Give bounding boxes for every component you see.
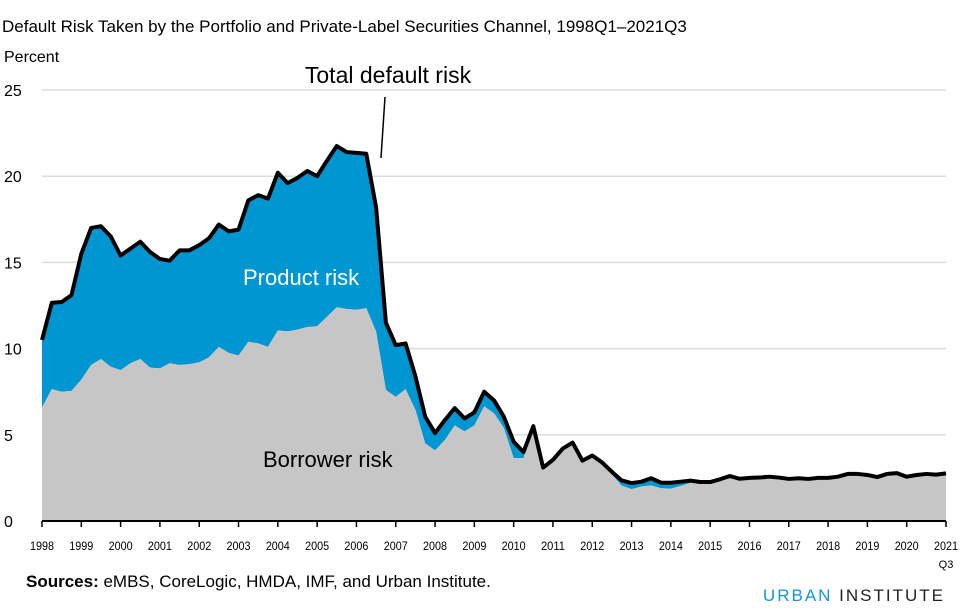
urban-institute-logo: URBAN INSTITUTE <box>763 586 945 606</box>
logo-institute: INSTITUTE <box>832 586 945 605</box>
y-tick-label: 5 <box>4 428 13 445</box>
y-tick-label: 0 <box>4 514 13 531</box>
x-tick-label: 2014 <box>659 539 683 553</box>
sources-label: Sources: <box>26 572 99 591</box>
sources-note: Sources: eMBS, CoreLogic, HMDA, IMF, and… <box>26 572 491 592</box>
x-tick-label: 2021 <box>934 539 958 553</box>
y-tick-label: 10 <box>4 342 22 359</box>
total-default-risk-label: Total default risk <box>305 62 472 88</box>
x-tick-label: 2008 <box>423 539 447 553</box>
x-tick-label: 2011 <box>541 539 565 553</box>
chart-title: Default Risk Taken by the Portfolio and … <box>2 17 687 36</box>
y-tick-label: 20 <box>4 169 22 186</box>
x-tick-sublabel: Q3 <box>939 559 954 571</box>
product-risk-area <box>42 146 946 490</box>
y-tick-label: 15 <box>4 255 22 272</box>
sources-text: eMBS, CoreLogic, HMDA, IMF, and Urban In… <box>98 572 491 591</box>
x-tick-label: 2003 <box>227 539 251 553</box>
logo-urban: URBAN <box>762 586 833 605</box>
x-tick-label: 2004 <box>266 539 290 553</box>
x-tick-label: 1998 <box>30 539 54 553</box>
x-tick-label: 2020 <box>895 539 919 553</box>
x-tick-label: 2005 <box>305 539 329 553</box>
total-default-risk-line <box>40 144 947 486</box>
x-tick-label: 2013 <box>620 539 644 553</box>
x-tick-label: 2010 <box>502 539 526 553</box>
total-label-leader-line <box>380 96 386 159</box>
x-tick-label: 2015 <box>698 539 722 553</box>
x-tick-label: 1999 <box>69 539 93 553</box>
x-tick-label: 2001 <box>148 539 172 553</box>
x-tick-label: 2000 <box>109 539 133 553</box>
x-tick-label: 2016 <box>737 539 761 553</box>
y-axis-label: Percent <box>4 49 60 66</box>
x-tick-label: 2007 <box>384 539 408 553</box>
x-tick-label: 2012 <box>580 539 604 553</box>
x-tick-label: 2017 <box>777 539 801 553</box>
y-tick-label: 25 <box>4 83 22 100</box>
x-tick-label: 2009 <box>462 539 486 553</box>
x-tick-label: 2018 <box>816 539 840 553</box>
borrower-risk-area <box>42 307 946 521</box>
x-tick-label: 2002 <box>187 539 211 553</box>
x-tick-label: 2006 <box>344 539 368 553</box>
x-tick-label: 2019 <box>855 539 879 553</box>
borrower-risk-label: Borrower risk <box>263 447 394 472</box>
product-risk-label: Product risk <box>243 265 360 290</box>
